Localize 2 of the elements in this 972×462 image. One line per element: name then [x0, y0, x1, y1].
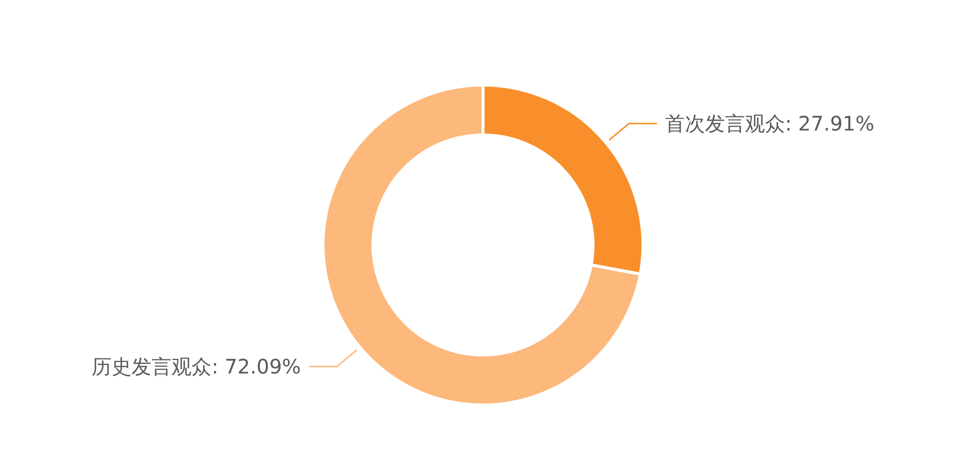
- slice-label: 首次发言观众: 27.91%: [665, 111, 874, 136]
- slice-label: 历史发言观众: 72.09%: [92, 354, 301, 379]
